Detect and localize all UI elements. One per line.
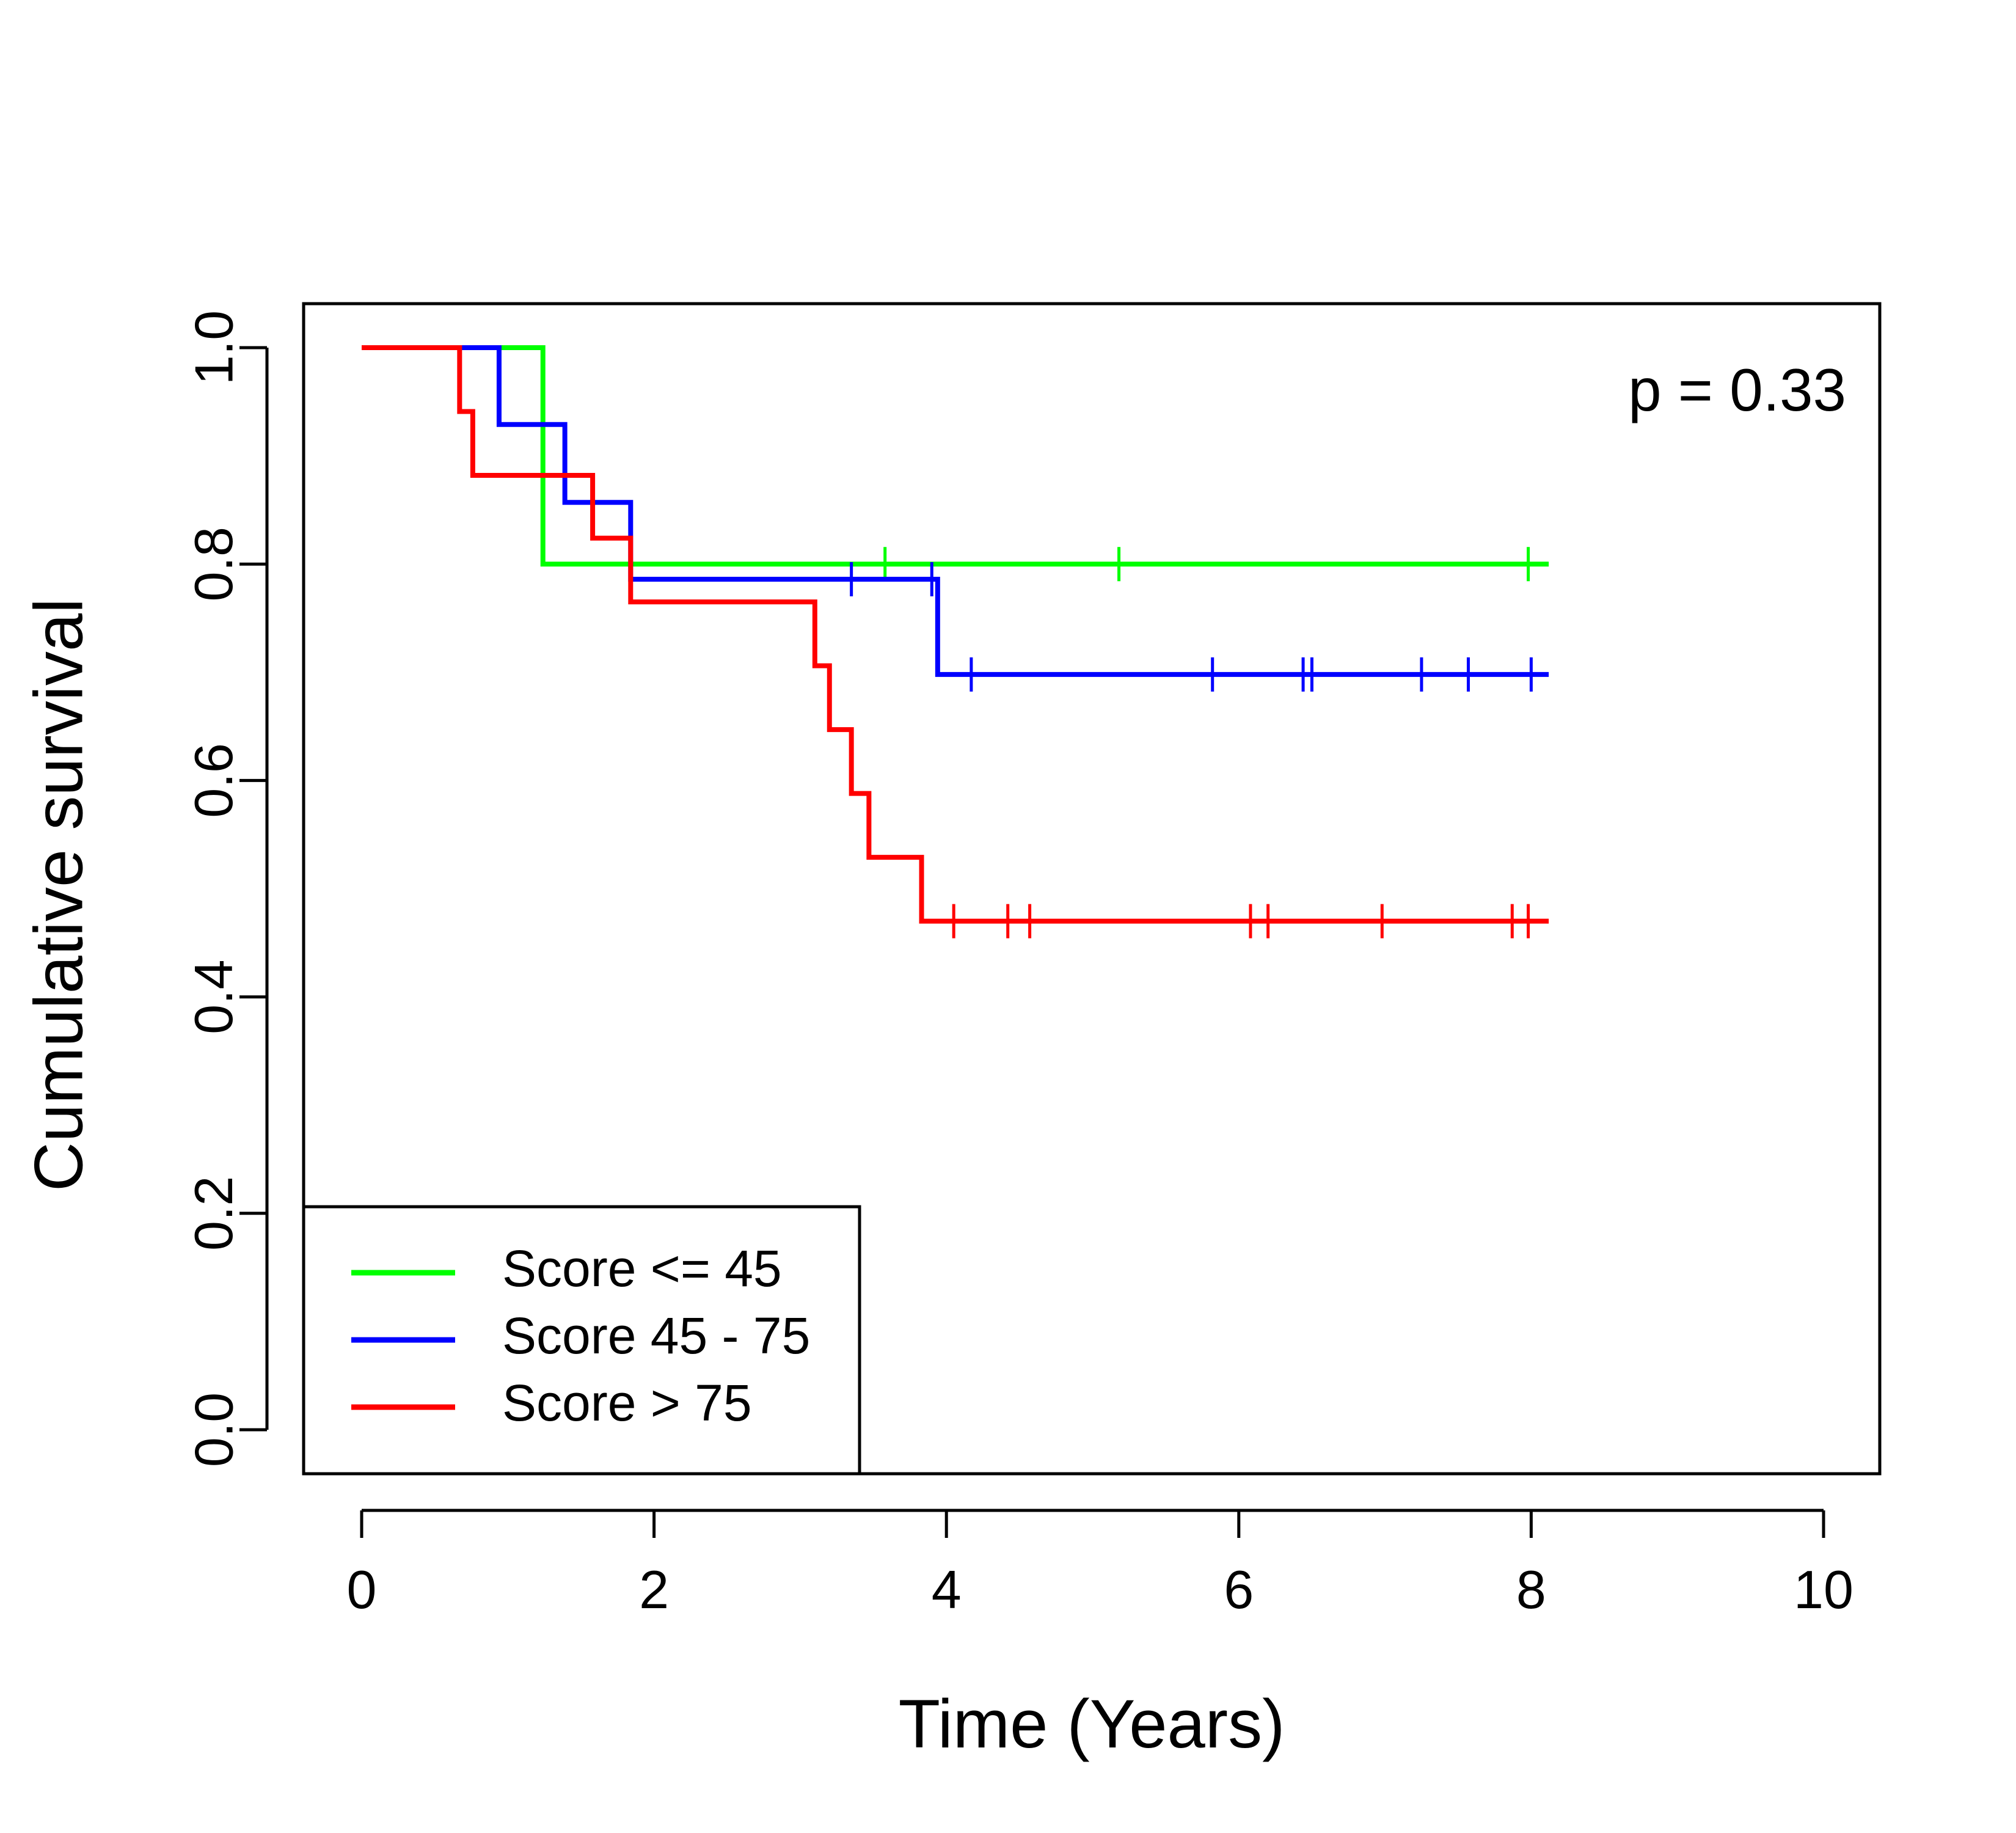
y-tick-label: 0.8: [183, 527, 244, 601]
y-axis-title: Cumulative survival: [21, 598, 97, 1191]
series-layer: [362, 345, 1549, 938]
legend-label: Score > 75: [502, 1374, 752, 1432]
series-3: [362, 345, 1549, 938]
legend-item: Score > 75: [351, 1374, 752, 1432]
legend-item: Score <= 45: [351, 1240, 782, 1297]
plot-frame: [302, 302, 1882, 1476]
x-tick-label: 6: [1224, 1559, 1254, 1620]
x-tick-label: 2: [639, 1559, 669, 1620]
x-tick-label: 8: [1516, 1559, 1546, 1620]
x-tick-label: 10: [1794, 1559, 1853, 1620]
y-tick-label: 0.4: [183, 959, 244, 1034]
survival-curve: [362, 345, 1549, 677]
legend-item: Score 45 - 75: [351, 1307, 810, 1364]
y-tick-label: 0.6: [183, 743, 244, 818]
legend-label: Score 45 - 75: [502, 1307, 810, 1364]
y-axis: 0.0 0.2 0.4 0.6 0.8 1.0: [183, 310, 269, 1467]
survival-curve: [362, 345, 1549, 924]
p-value-annotation: p = 0.33: [1628, 356, 1846, 423]
x-tick-label: 0: [347, 1559, 377, 1620]
x-axis-title: Time (Years): [899, 1686, 1285, 1762]
y-tick-label: 0.2: [183, 1176, 244, 1251]
legend: Score <= 45 Score 45 - 75 Score > 75: [302, 1205, 861, 1476]
legend-label: Score <= 45: [502, 1240, 782, 1297]
x-axis: 0 2 4 6 8 10: [347, 1509, 1853, 1620]
series-2: [362, 345, 1549, 692]
y-tick-label: 1.0: [183, 310, 244, 385]
x-tick-label: 4: [932, 1559, 962, 1620]
y-tick-label: 0.0: [183, 1392, 244, 1467]
